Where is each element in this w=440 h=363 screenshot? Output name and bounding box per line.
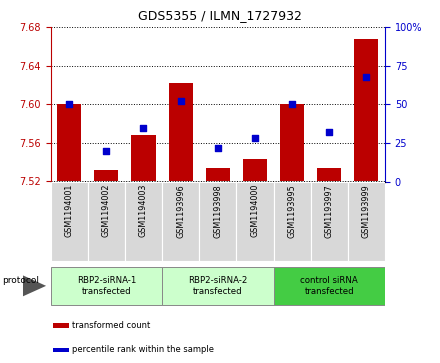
Text: percentile rank within the sample: percentile rank within the sample xyxy=(72,346,214,354)
Bar xyxy=(162,267,274,305)
Bar xyxy=(206,168,230,182)
Bar xyxy=(317,168,341,182)
Bar xyxy=(125,182,162,261)
Point xyxy=(326,129,333,135)
Bar xyxy=(94,170,118,182)
Point xyxy=(251,135,258,141)
Text: GSM1194002: GSM1194002 xyxy=(102,184,111,237)
Bar xyxy=(53,323,69,328)
Point xyxy=(103,148,110,154)
Bar xyxy=(243,159,267,182)
Bar xyxy=(51,267,162,305)
Point xyxy=(66,101,73,107)
Bar xyxy=(348,182,385,261)
Bar xyxy=(51,182,88,261)
Text: GSM1193998: GSM1193998 xyxy=(213,184,222,237)
Text: GSM1194003: GSM1194003 xyxy=(139,184,148,237)
Point xyxy=(140,125,147,130)
Bar xyxy=(169,83,193,182)
Bar xyxy=(132,135,156,182)
Bar xyxy=(53,348,69,352)
Bar xyxy=(88,182,125,261)
Bar xyxy=(274,267,385,305)
Point xyxy=(363,74,370,79)
Bar xyxy=(274,182,311,261)
Text: RBP2-siRNA-2
transfected: RBP2-siRNA-2 transfected xyxy=(188,276,247,295)
Text: protocol: protocol xyxy=(2,276,39,285)
Text: GSM1194001: GSM1194001 xyxy=(65,184,73,237)
Point xyxy=(214,144,221,150)
Text: GSM1194000: GSM1194000 xyxy=(250,184,260,237)
Bar xyxy=(236,182,274,261)
Bar xyxy=(199,182,236,261)
Point xyxy=(177,98,184,104)
Bar xyxy=(162,182,199,261)
Text: transformed count: transformed count xyxy=(72,321,150,330)
Text: control siRNA
transfected: control siRNA transfected xyxy=(301,276,358,295)
Text: GDS5355 / ILMN_1727932: GDS5355 / ILMN_1727932 xyxy=(138,9,302,22)
Bar xyxy=(280,104,304,182)
Text: GSM1193997: GSM1193997 xyxy=(325,184,334,238)
Text: GSM1193995: GSM1193995 xyxy=(288,184,297,238)
Polygon shape xyxy=(23,276,46,296)
Point xyxy=(289,101,296,107)
Bar xyxy=(354,39,378,182)
Text: GSM1193999: GSM1193999 xyxy=(362,184,371,238)
Text: RBP2-siRNA-1
transfected: RBP2-siRNA-1 transfected xyxy=(77,276,136,295)
Bar xyxy=(311,182,348,261)
Text: GSM1193996: GSM1193996 xyxy=(176,184,185,237)
Bar xyxy=(57,104,81,182)
